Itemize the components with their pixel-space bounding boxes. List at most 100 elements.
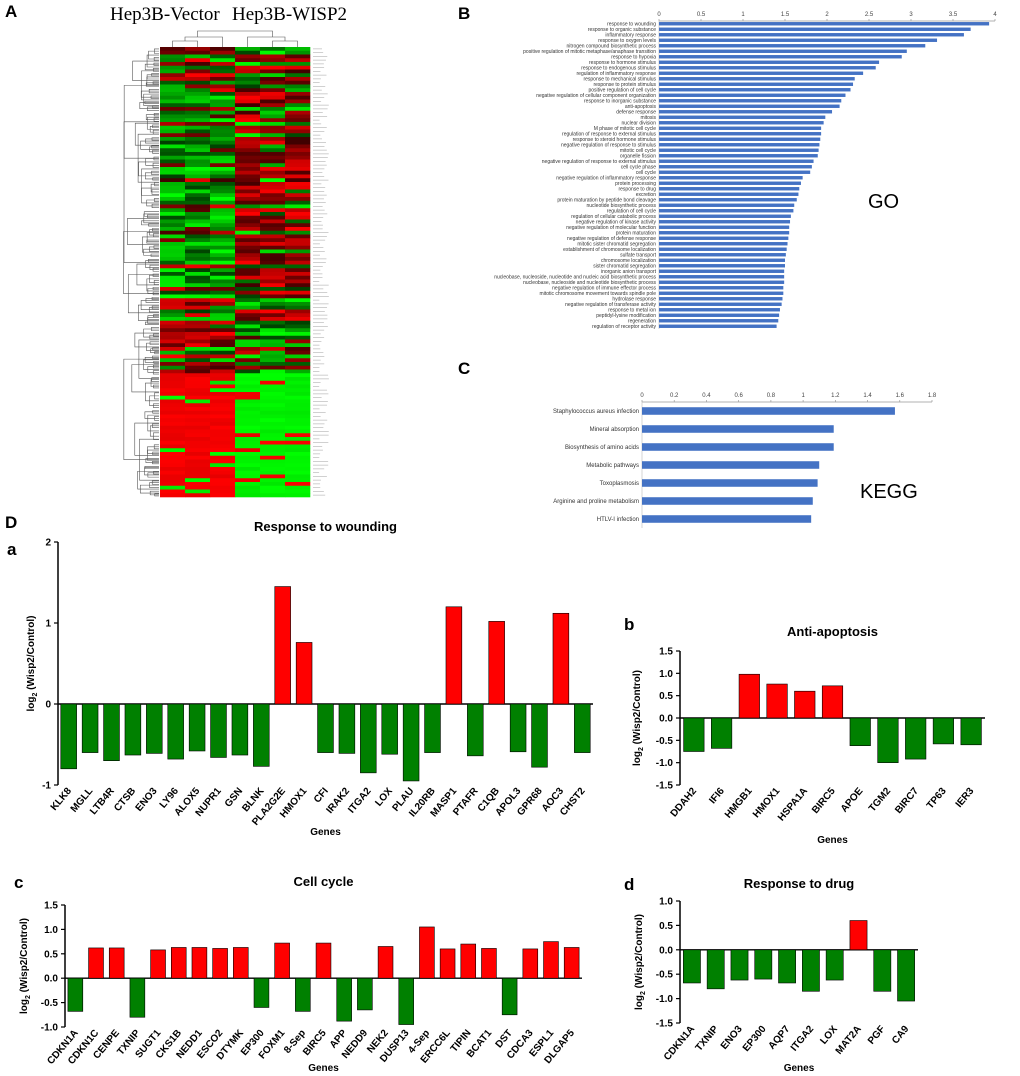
gene-bar xyxy=(274,586,291,705)
heatmap-cell xyxy=(210,88,236,93)
heatmap-cell xyxy=(160,313,186,318)
heatmap-cell xyxy=(235,459,261,464)
heatmap-cell xyxy=(260,133,286,138)
heatmap-cell xyxy=(235,167,261,172)
heatmap-cell xyxy=(260,122,286,127)
heatmap-cell xyxy=(210,422,236,427)
heatmap-cell xyxy=(210,317,236,322)
heatmap-cell xyxy=(260,223,286,228)
heatmap-cell xyxy=(210,489,236,494)
gene-bar xyxy=(315,942,332,979)
heatmap-cell xyxy=(210,474,236,479)
heatmap-cell xyxy=(260,260,286,265)
heatmap-cell xyxy=(235,272,261,277)
category-label: nucleobase, nucleoside, nucleotide and n… xyxy=(494,275,656,281)
gene-bar xyxy=(317,703,334,753)
heatmap-cell xyxy=(160,339,186,344)
heatmap-cell xyxy=(210,403,236,408)
heatmap-cell xyxy=(235,365,261,370)
panel-letter-b-lower: b xyxy=(624,615,634,634)
heatmap-cell xyxy=(160,58,186,63)
heatmap-cell xyxy=(210,373,236,378)
enrichment-bar xyxy=(659,132,822,136)
y-axis-label: log2 (Wisp2/Control) xyxy=(632,670,645,766)
category-label: response to drug xyxy=(618,187,656,193)
heatmap-cell xyxy=(210,264,236,269)
gene-bar xyxy=(124,703,142,756)
enrichment-bar xyxy=(659,236,789,240)
heatmap-cell xyxy=(235,182,261,187)
heatmap-cell xyxy=(285,403,311,408)
heatmap-cell xyxy=(185,418,211,423)
heatmap-cell xyxy=(235,144,261,149)
heatmap-cell xyxy=(235,279,261,284)
heatmap-cell xyxy=(185,332,211,337)
heatmap-cell xyxy=(285,489,311,494)
category-label: response to steroid hormone stimulus xyxy=(573,137,657,143)
heatmap-cell xyxy=(285,407,311,412)
gene-bar xyxy=(467,703,484,757)
heatmap-cell xyxy=(285,129,311,134)
heatmap-cell xyxy=(285,234,311,239)
heatmap-cell xyxy=(185,167,211,172)
heatmap-cell xyxy=(260,197,286,202)
y-tick-label: 1.0 xyxy=(44,925,58,936)
gene-bar xyxy=(212,948,228,979)
heatmap-cell xyxy=(160,107,186,112)
heatmap-cell xyxy=(210,437,236,442)
heatmap-cell xyxy=(235,369,261,374)
heatmap-cell xyxy=(235,482,261,487)
gene-bar xyxy=(88,947,104,979)
heatmap-cell xyxy=(185,122,211,127)
gene-bar xyxy=(231,703,249,756)
heatmap-cell xyxy=(185,489,211,494)
tick-label: 1 xyxy=(741,12,745,18)
heatmap-cell xyxy=(160,478,186,483)
enrichment-bar xyxy=(642,443,834,451)
heatmap-cell xyxy=(185,335,211,340)
heatmap-cell xyxy=(235,129,261,134)
heatmap-cell xyxy=(160,245,186,250)
heatmap-cell xyxy=(285,95,311,100)
dendrogram-branch xyxy=(145,321,159,325)
gene-label: PGF xyxy=(866,1024,888,1047)
heatmap-cell xyxy=(235,204,261,209)
heatmap-cell xyxy=(185,129,211,134)
heatmap-cell xyxy=(285,219,311,224)
heatmap-cell xyxy=(235,200,261,205)
heatmap-cell xyxy=(160,358,186,363)
enrichment-bar xyxy=(659,253,786,257)
heatmap-cell xyxy=(210,287,236,292)
heatmap-cell xyxy=(185,347,211,352)
heatmap-cell xyxy=(160,73,186,78)
enrichment-bar xyxy=(659,77,855,81)
heatmap-cell xyxy=(285,268,311,273)
dendrogram-branch xyxy=(145,458,159,463)
heatmap-cell xyxy=(260,129,286,134)
heatmap-cell xyxy=(235,478,261,483)
dendrogram-branch xyxy=(134,332,159,348)
y-tick-label: -1.0 xyxy=(41,1023,59,1034)
category-label: organelle fission xyxy=(620,154,656,160)
heatmap-cell xyxy=(260,332,286,337)
gene-bar xyxy=(563,947,580,979)
heatmap-cell xyxy=(285,429,311,434)
heatmap-cell xyxy=(185,152,211,157)
gene-bar xyxy=(683,949,701,984)
heatmap-cell xyxy=(210,399,236,404)
panel-letter-a-lower: a xyxy=(7,540,17,559)
heatmap-cell xyxy=(285,238,311,243)
heatmap-cell xyxy=(260,163,286,168)
heatmap-cell xyxy=(185,283,211,288)
heatmap-cell xyxy=(260,95,286,100)
heatmap-cell xyxy=(160,279,186,284)
heatmap-cell xyxy=(235,234,261,239)
gene-bar xyxy=(460,943,477,979)
category-label: Mineral absorption xyxy=(590,427,639,433)
heatmap-cell xyxy=(185,253,211,258)
heatmap-cell xyxy=(285,73,311,78)
heatmap-cell xyxy=(210,275,236,280)
heatmap-cell xyxy=(235,332,261,337)
heatmap-cell xyxy=(185,212,211,217)
heatmap-cell xyxy=(210,260,236,265)
